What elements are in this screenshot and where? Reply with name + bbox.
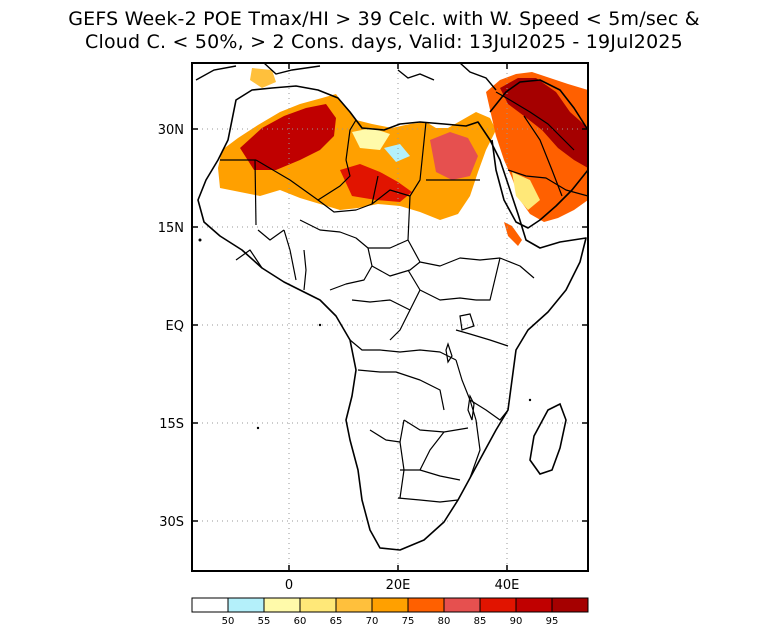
colorbar-label: 55 <box>258 616 271 627</box>
colorbar-label: 65 <box>330 616 343 627</box>
colorbar-swatch <box>551 597 589 613</box>
colorbar-swatch <box>443 597 481 613</box>
shading-arabia-dark <box>500 78 588 168</box>
colorbar-swatch <box>515 597 553 613</box>
shading-egypt <box>430 132 478 180</box>
colorbar-label: 75 <box>402 616 415 627</box>
lakes <box>445 313 475 421</box>
colorbar-labels: 50 55 60 65 70 75 80 85 90 95 <box>222 616 559 627</box>
probability-shading <box>218 68 588 246</box>
colorbar-swatch <box>407 597 445 613</box>
map-frame-border <box>191 62 589 572</box>
map-title-line-2: Cloud C. < 50%, > 2 Cons. days, Valid: 1… <box>85 31 683 53</box>
lat-label-15s: 15S <box>159 417 184 432</box>
shading-north-coast <box>250 68 276 88</box>
lat-label-eq: EQ <box>166 319 184 334</box>
colorbar-swatch <box>227 597 265 613</box>
coastline-arabia <box>489 79 588 229</box>
colorbar-swatch <box>299 597 337 613</box>
colorbar-label: 60 <box>294 616 307 627</box>
colorbar-label: 50 <box>222 616 235 627</box>
colorbar-swatch <box>479 597 517 613</box>
colorbar-label: 80 <box>438 616 451 627</box>
axis-ticks <box>192 63 588 571</box>
lon-label-0: 0 <box>285 578 293 593</box>
colorbar-swatch <box>191 597 229 613</box>
small-islands <box>198 238 532 430</box>
coastline-africa <box>197 85 587 551</box>
colorbar-label: 90 <box>510 616 523 627</box>
shading-redsea-coast <box>504 222 522 246</box>
lon-label-40e: 40E <box>495 578 520 593</box>
colorbar-swatch <box>263 597 301 613</box>
map-title-line-1: GEFS Week-2 POE Tmax/HI > 39 Celc. with … <box>68 8 700 30</box>
colorbar-swatch <box>335 597 373 613</box>
coastline-mediterranean-north <box>195 63 497 91</box>
colorbar-swatch <box>371 597 409 613</box>
colorbar-label: 95 <box>546 616 559 627</box>
lat-label-30s: 30S <box>159 515 184 530</box>
shading-arabia-light <box>512 172 540 210</box>
colorbar-label: 70 <box>366 616 379 627</box>
colorbar <box>191 597 589 613</box>
shading-light-patch <box>352 128 390 150</box>
lon-label-20e: 20E <box>386 578 411 593</box>
country-borders <box>220 91 588 503</box>
shading-sahara-dark <box>240 104 336 170</box>
colorbar-label: 85 <box>474 616 487 627</box>
shading-cyan-patch <box>384 144 410 162</box>
lat-label-15n: 15N <box>158 221 184 236</box>
coastline-madagascar <box>529 402 567 475</box>
lat-label-30n: 30N <box>158 123 184 138</box>
